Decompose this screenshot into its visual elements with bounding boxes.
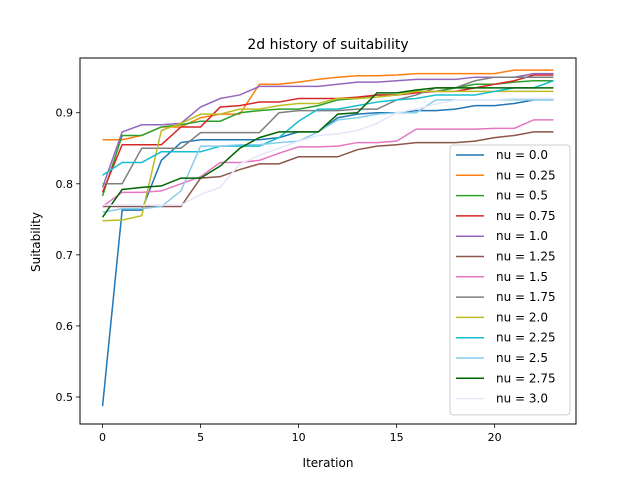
series-line-1 xyxy=(102,69,554,141)
y-axis: 0.5 0.6 0.7 0.8 0.9 xyxy=(56,107,80,404)
legend-box xyxy=(449,144,571,416)
legend-label-4: nu = 1.0 xyxy=(496,229,548,243)
series-line-5 xyxy=(102,131,554,208)
legend-label-0: nu = 0.0 xyxy=(496,148,548,162)
x-axis: 0 5 10 15 20 xyxy=(99,424,502,444)
legend-label-2: nu = 0.5 xyxy=(496,189,548,203)
legend-label-11: nu = 2.75 xyxy=(496,371,556,385)
legend-label-5: nu = 1.25 xyxy=(496,250,556,264)
x-tick-label-1: 5 xyxy=(197,431,204,444)
series-line-9 xyxy=(102,80,554,176)
legend: nu = 0.0 nu = 0.25 nu = 0.5 nu = 0.75 nu = 1… xyxy=(449,144,571,416)
x-tick-label-2: 10 xyxy=(292,431,306,444)
x-tick-label-0: 0 xyxy=(99,431,106,444)
plot-area xyxy=(101,69,554,407)
y-tick-label-2: 0.7 xyxy=(56,249,74,262)
series-line-8 xyxy=(102,90,554,222)
plot-frame xyxy=(79,57,577,425)
y-tick-label-4: 0.9 xyxy=(56,107,74,120)
series-line-11 xyxy=(101,87,554,218)
series-line-12 xyxy=(102,97,554,206)
x-tick-label-3: 15 xyxy=(390,431,404,444)
legend-label-10: nu = 2.5 xyxy=(496,351,548,365)
series-line-6 xyxy=(102,119,554,208)
legend-label-7: nu = 1.75 xyxy=(496,290,556,304)
legend-label-9: nu = 2.25 xyxy=(496,331,556,345)
legend-label-12: nu = 3.0 xyxy=(496,392,548,406)
y-tick-label-0: 0.5 xyxy=(56,391,74,404)
legend-label-8: nu = 2.0 xyxy=(496,310,548,324)
y-tick-label-3: 0.8 xyxy=(56,178,74,191)
chart-title: 2d history of suitability xyxy=(247,37,408,53)
legend-label-3: nu = 0.75 xyxy=(496,209,556,223)
series-line-7 xyxy=(102,76,554,185)
x-axis-label: Iteration xyxy=(303,456,354,470)
series-line-4 xyxy=(101,72,554,188)
x-tick-label-4: 20 xyxy=(488,431,502,444)
series-line-0 xyxy=(101,99,554,407)
legend-label-6: nu = 1.5 xyxy=(496,270,548,284)
y-axis-label: Suitability xyxy=(29,212,43,272)
y-tick-label-1: 0.6 xyxy=(56,320,74,333)
legend-label-1: nu = 0.25 xyxy=(496,168,556,182)
